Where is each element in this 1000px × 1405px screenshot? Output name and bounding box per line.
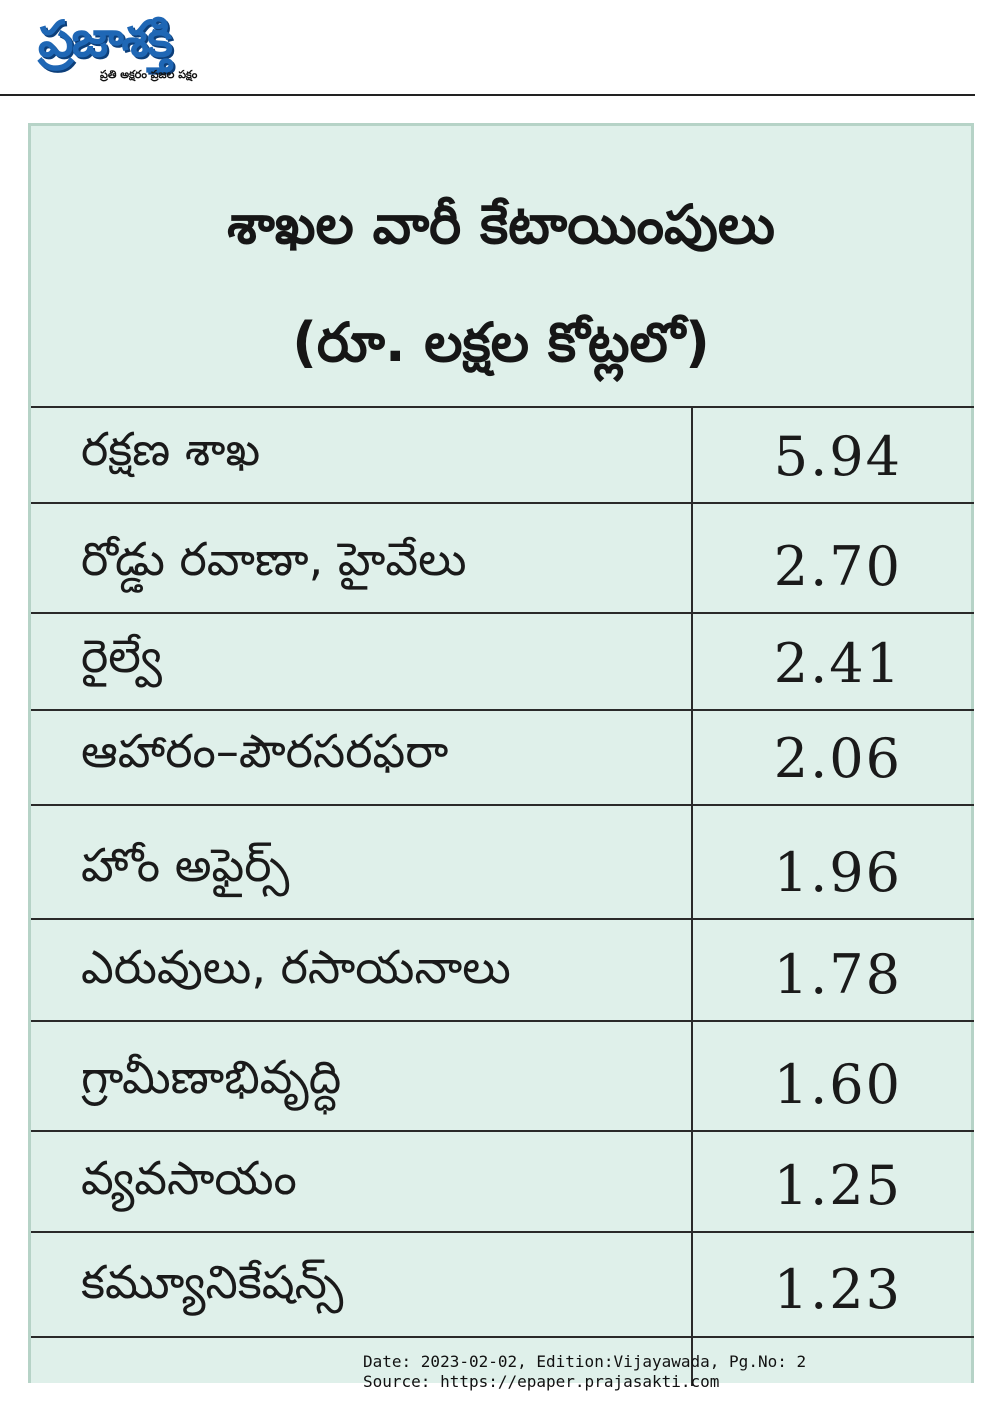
table-row: హోం అఫైర్స్ 1.96 xyxy=(31,804,974,918)
allocation-table: రక్షణ శాఖ 5.94 రోడ్డు రవాణా, హైవేలు 2.70… xyxy=(31,406,974,1335)
row-value: 1.25 xyxy=(773,1154,902,1217)
row-label: హోం అఫైర్స్ xyxy=(81,838,290,892)
masthead: ప్రజాశక్తి ప్రతి అక్షరం ప్రజల పక్షం xyxy=(38,8,298,88)
row-label: రైల్వే xyxy=(81,629,162,683)
row-label: ఆహారం–పౌరసరఫరా xyxy=(81,724,449,778)
newspaper-logo: ప్రజాశక్తి xyxy=(38,10,173,68)
row-value: 2.06 xyxy=(773,727,902,790)
table-bottom-rule xyxy=(31,1336,974,1338)
row-value: 1.60 xyxy=(773,1053,902,1116)
row-label: గ్రామీణాభివృద్ధి xyxy=(81,1050,342,1104)
table-subtitle: (రూ. లక్షల కోట్లలో) xyxy=(292,311,710,374)
row-label: రోడ్డు రవాణా, హైవేలు xyxy=(81,532,467,586)
table-title: శాఖల వారీ కేటాయింపులు xyxy=(227,193,775,256)
date-edition-line: Date: 2023-02-02, Edition:Vijayawada, Pg… xyxy=(363,1352,807,1371)
epaper-footer: Date: 2023-02-02, Edition:Vijayawada, Pg… xyxy=(363,1352,806,1392)
table-row: కమ్యూనికేషన్స్ 1.23 xyxy=(31,1231,974,1335)
row-value: 2.41 xyxy=(773,632,902,695)
row-value: 1.78 xyxy=(773,943,902,1006)
table-row: రైల్వే 2.41 xyxy=(31,612,974,709)
row-value: 2.70 xyxy=(773,535,902,598)
table-row: రోడ్డు రవాణా, హైవేలు 2.70 xyxy=(31,502,974,612)
row-value: 5.94 xyxy=(773,425,902,488)
table-row: ఎరువులు, రసాయనాలు 1.78 xyxy=(31,918,974,1020)
row-value: 1.23 xyxy=(773,1258,902,1321)
row-label: వ్యవసాయం xyxy=(81,1151,297,1205)
source-line: Source: https://epaper.prajasakti.com xyxy=(363,1372,720,1391)
table-row: ఆహారం–పౌరసరఫరా 2.06 xyxy=(31,709,974,804)
masthead-divider xyxy=(0,94,975,96)
row-label: కమ్యూనికేషన్స్ xyxy=(81,1255,344,1309)
allocation-table-card: శాఖల వారీ కేటాయింపులు (రూ. లక్షల కోట్లలో… xyxy=(28,123,974,1386)
column-divider xyxy=(691,406,693,1386)
newspaper-tagline: ప్రతి అక్షరం ప్రజల పక్షం xyxy=(100,68,198,81)
table-row: రక్షణ శాఖ 5.94 xyxy=(31,406,974,502)
row-label: ఎరువులు, రసాయనాలు xyxy=(81,940,511,994)
row-label: రక్షణ శాఖ xyxy=(81,422,261,476)
row-value: 1.96 xyxy=(773,841,902,904)
table-row: గ్రామీణాభివృద్ధి 1.60 xyxy=(31,1020,974,1130)
table-row: వ్యవసాయం 1.25 xyxy=(31,1130,974,1231)
